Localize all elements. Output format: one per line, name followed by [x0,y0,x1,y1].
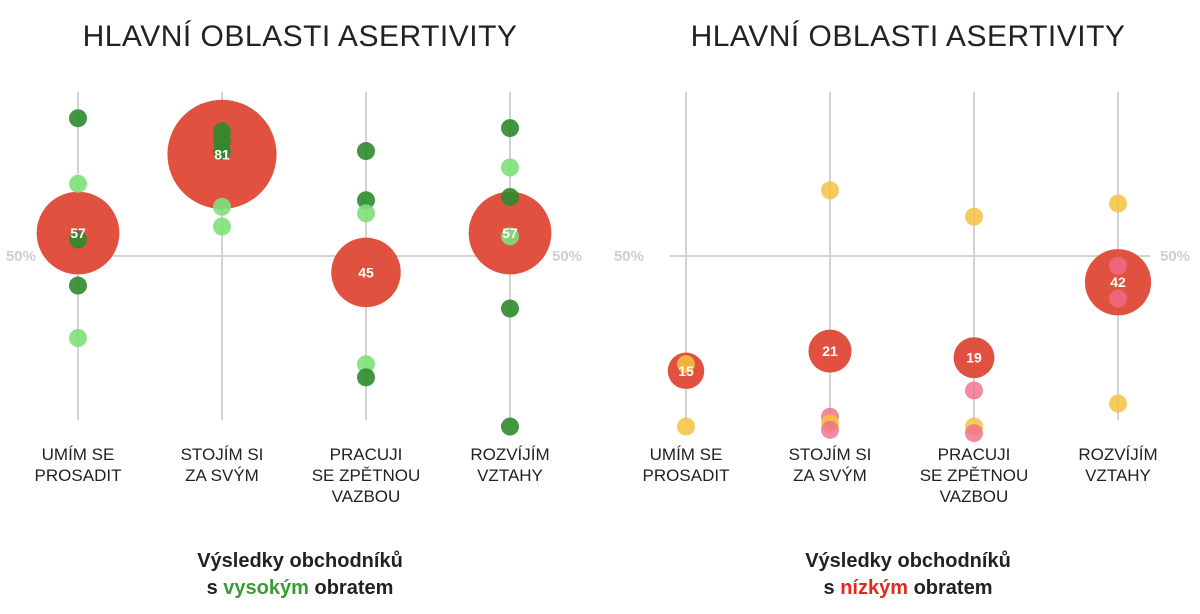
chart-caption: Výsledky obchodníků s vysokým obratem [0,548,600,602]
caption-prefix: s [823,577,841,599]
data-point [501,158,519,177]
data-point [357,142,375,161]
data-point [69,276,87,295]
category-label: UMÍM SE PROSADIT [35,445,122,485]
chart-panel-low: HLAVNÍ OBLASTI ASERTIVITY 50% 50% 15 21 19 42… [608,0,1200,614]
data-point [501,187,519,206]
average-label: 81 [214,146,230,162]
data-point [357,355,375,374]
reference-label-left: 50% [614,248,644,265]
reference-label-right: 50% [552,248,582,265]
data-point [501,417,519,436]
data-point [1109,194,1127,213]
average-bubble [953,337,995,379]
chart-title: HLAVNÍ OBLASTI ASERTIVITY [82,20,518,53]
chart-high: 50% 50% 57 81 45 57 UMÍM SE PROSADIT STOJÍM SI ZA… [6,92,582,506]
reference-label-left: 50% [6,248,36,265]
caption-line1: Výsledky obchodníků [197,550,403,572]
chart-low: 50% 50% 15 21 19 42 UMÍM SE PROSADIT STOJÍM SI ZA… [614,92,1190,506]
caption-suffix: obratem [308,577,394,599]
category-label: ROZVÍJÍM VZTAHY [1078,445,1157,485]
caption-line2: s nízkým obratem [608,575,1200,602]
chart-caption: Výsledky obchodníků s nízkým obratem [608,548,1200,602]
category-label: ROZVÍJÍM VZTAHY [470,445,549,485]
caption-prefix: s [206,577,224,599]
data-point [213,142,231,161]
category-label: STOJÍM SI ZA SVÝM [181,445,264,485]
caption-line2: s vysokým obratem [0,575,600,602]
category-label: PRACUJI SE ZPĚTNOU VAZBOU [920,445,1029,506]
data-point [213,217,231,236]
average-bubble [808,329,852,373]
data-point [213,197,231,216]
data-point [1109,394,1127,413]
caption-highlight: vysokým [223,577,309,599]
data-point [69,109,87,128]
data-point [1109,256,1127,275]
average-label: 45 [358,264,374,280]
data-point [69,230,87,249]
data-point [69,329,87,347]
data-point [677,355,695,374]
category-label: UMÍM SE PROSADIT [643,445,730,485]
caption-highlight: nízkým [840,577,909,599]
data-point [501,227,519,246]
category-label: STOJÍM SI ZA SVÝM [789,445,872,485]
average-label: 21 [822,343,838,359]
data-point [821,181,839,200]
data-point [357,368,375,387]
data-point [1109,289,1127,308]
average-label: 57 [502,225,518,241]
caption-suffix: obratem [908,577,993,599]
average-label: 19 [966,350,982,366]
data-point [965,207,983,226]
data-point [965,381,983,400]
data-point [501,119,519,138]
data-point [357,204,375,223]
data-point [69,174,87,193]
average-label: 42 [1110,274,1126,290]
chart-panel-high: HLAVNÍ OBLASTI ASERTIVITY 50% 50% 57 81 45 57… [0,20,600,602]
data-point [501,299,519,318]
category-label: PRACUJI SE ZPĚTNOU VAZBOU [312,445,421,506]
data-point [965,424,983,443]
chart-title: HLAVNÍ OBLASTI ASERTIVITY [690,20,1126,53]
data-point [357,191,375,210]
caption-line1: Výsledky obchodníků [805,550,1011,572]
average-label: 15 [678,363,694,379]
data-point [677,417,695,436]
reference-label-right: 50% [1160,248,1190,265]
average-label: 57 [70,225,86,241]
average-bubble [1084,249,1152,316]
average-bubble [331,237,401,308]
data-point [821,420,839,439]
